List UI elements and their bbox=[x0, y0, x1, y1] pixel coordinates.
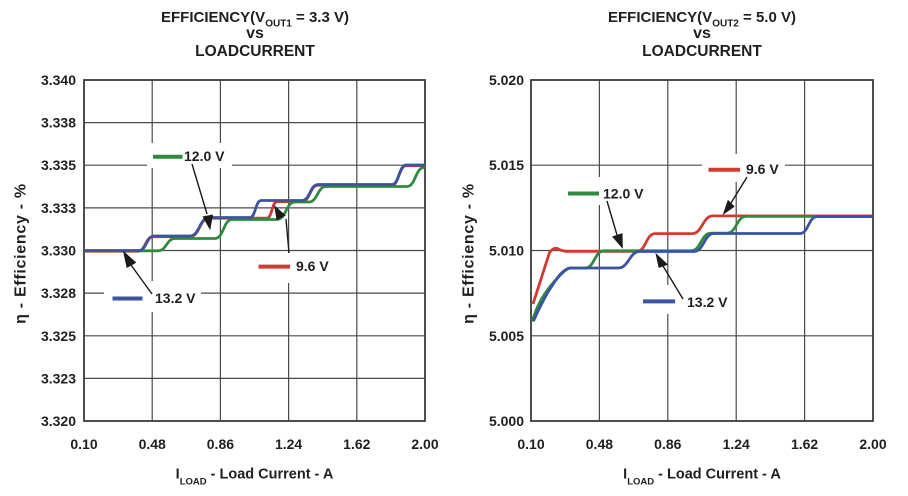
svg-text:LOADCURRENT: LOADCURRENT bbox=[195, 43, 315, 60]
svg-text:3.338: 3.338 bbox=[41, 115, 76, 131]
svg-text:12.0 V: 12.0 V bbox=[603, 185, 644, 201]
svg-text:3.330: 3.330 bbox=[41, 243, 76, 259]
svg-text:vs: vs bbox=[693, 25, 711, 42]
svg-text:13.2 V: 13.2 V bbox=[687, 294, 728, 310]
svg-text:0.86: 0.86 bbox=[207, 436, 234, 452]
svg-text:1.62: 1.62 bbox=[343, 436, 370, 452]
svg-text:12.0 V: 12.0 V bbox=[184, 148, 225, 164]
svg-text:0.10: 0.10 bbox=[517, 436, 544, 452]
svg-text:1.24: 1.24 bbox=[275, 436, 302, 452]
svg-text:EFFICIENCY(VOUT1 = 3.3 V): EFFICIENCY(VOUT1 = 3.3 V) bbox=[161, 9, 349, 30]
svg-text:ILOAD - Load Current - A: ILOAD - Load Current - A bbox=[623, 467, 781, 488]
svg-text:5.005: 5.005 bbox=[489, 328, 524, 344]
svg-text:3.333: 3.333 bbox=[41, 200, 76, 216]
svg-text:2.00: 2.00 bbox=[859, 436, 886, 452]
svg-text:0.86: 0.86 bbox=[654, 436, 681, 452]
svg-text:3.320: 3.320 bbox=[41, 413, 76, 429]
svg-text:5.015: 5.015 bbox=[489, 157, 524, 173]
svg-text:ILOAD - Load Current - A: ILOAD - Load Current - A bbox=[176, 467, 334, 488]
svg-text:LOADCURRENT: LOADCURRENT bbox=[642, 43, 762, 60]
svg-text:3.335: 3.335 bbox=[41, 157, 76, 173]
svg-text:13.2 V: 13.2 V bbox=[155, 290, 196, 306]
svg-text:η - Efficiency - %: η - Efficiency - % bbox=[13, 183, 30, 324]
svg-text:3.323: 3.323 bbox=[41, 370, 76, 386]
svg-text:η - Efficiency - %: η - Efficiency - % bbox=[461, 183, 478, 324]
svg-text:EFFICIENCY(VOUT2 = 5.0 V): EFFICIENCY(VOUT2 = 5.0 V) bbox=[608, 9, 796, 30]
svg-text:5.010: 5.010 bbox=[489, 243, 524, 259]
svg-text:1.24: 1.24 bbox=[723, 436, 750, 452]
svg-text:3.340: 3.340 bbox=[41, 72, 76, 88]
svg-text:3.325: 3.325 bbox=[41, 328, 76, 344]
svg-text:2.00: 2.00 bbox=[411, 436, 438, 452]
svg-text:5.020: 5.020 bbox=[489, 72, 524, 88]
svg-text:3.328: 3.328 bbox=[41, 285, 76, 301]
svg-text:9.6 V: 9.6 V bbox=[746, 161, 779, 177]
svg-text:1.62: 1.62 bbox=[791, 436, 818, 452]
svg-text:9.6 V: 9.6 V bbox=[296, 258, 329, 274]
svg-text:vs: vs bbox=[246, 25, 264, 42]
svg-text:0.10: 0.10 bbox=[70, 436, 97, 452]
svg-text:0.48: 0.48 bbox=[139, 436, 166, 452]
svg-text:5.000: 5.000 bbox=[489, 413, 524, 429]
svg-text:0.48: 0.48 bbox=[586, 436, 613, 452]
